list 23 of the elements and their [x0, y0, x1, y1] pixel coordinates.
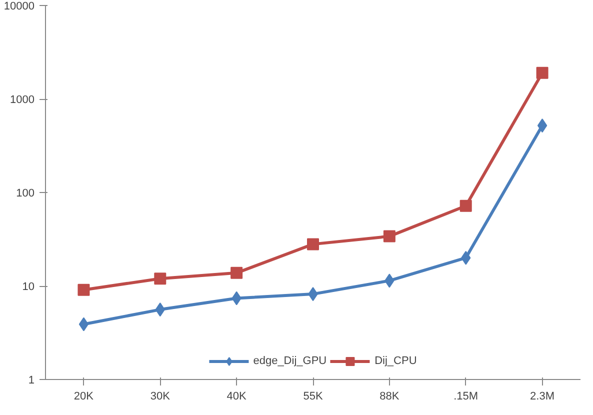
point	[78, 317, 89, 332]
point	[537, 118, 548, 133]
y-tick-label: 10	[22, 281, 35, 293]
x-tick-label: 20K	[74, 390, 94, 402]
y-tick-label: 100	[16, 188, 35, 200]
x-tick-label: 2.3M	[530, 390, 555, 402]
point	[78, 284, 90, 296]
x-tick-label: 55K	[303, 390, 324, 402]
y-tick-label: 1000	[10, 94, 35, 106]
point	[460, 200, 472, 212]
point	[383, 230, 396, 242]
x-tick-label: 40K	[226, 390, 248, 402]
y-tick-label: 10000	[4, 0, 35, 12]
legend-label: Dij_CPU	[374, 355, 417, 367]
point	[536, 66, 548, 79]
legend-label: edge_Dij_GPU	[253, 355, 327, 367]
y-tick-label: 1	[28, 374, 35, 386]
point	[154, 272, 166, 285]
x-tick-label: 30K	[150, 390, 171, 402]
point	[230, 266, 243, 279]
x-tick-label: 88K	[380, 390, 400, 402]
x-tick-label: .15M	[454, 390, 478, 402]
point	[307, 238, 319, 250]
